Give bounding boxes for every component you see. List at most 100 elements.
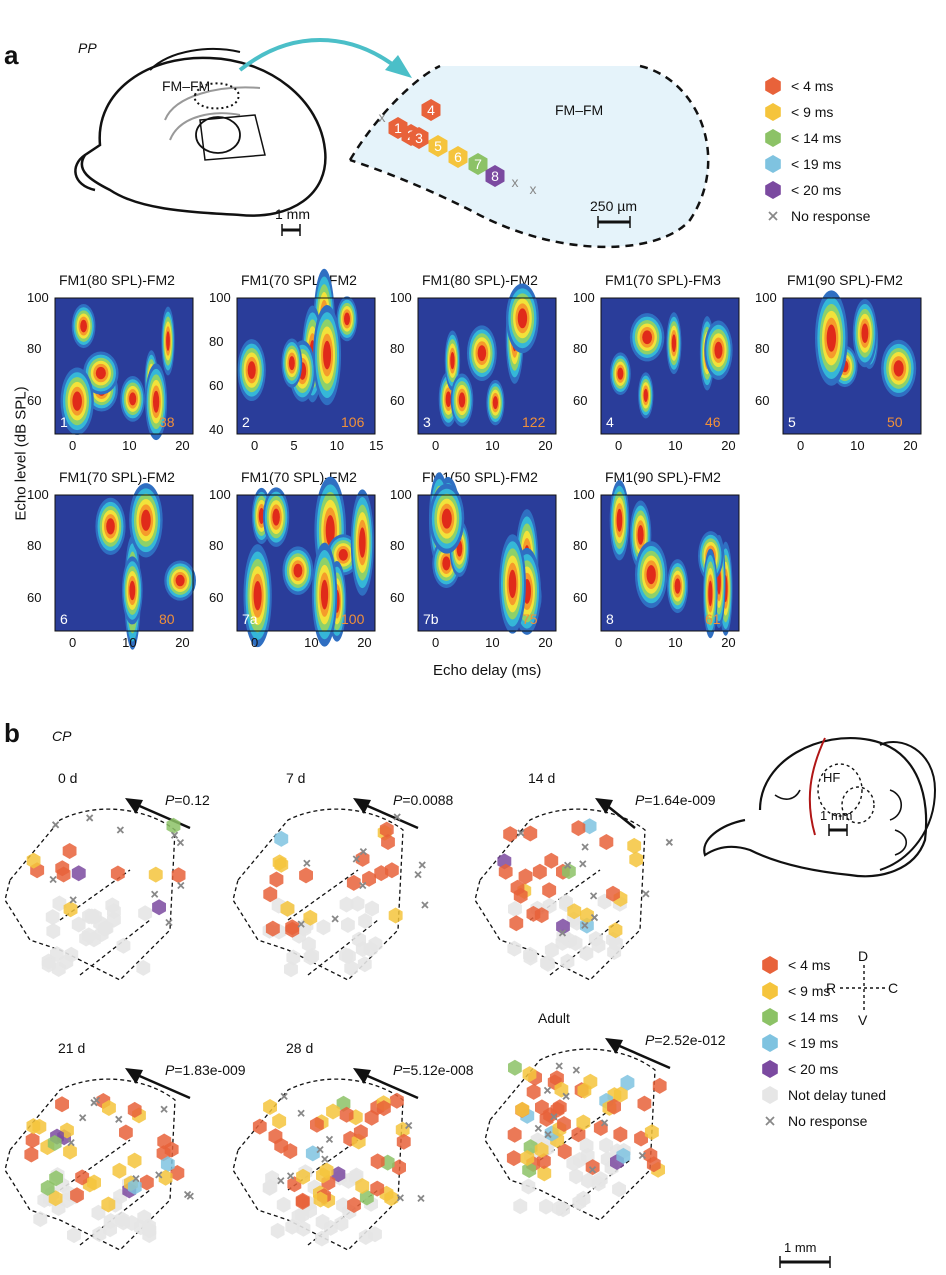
untuned-hexagon — [544, 942, 559, 959]
no-response-mark — [160, 1105, 168, 1113]
hexagon-icon — [765, 103, 781, 121]
heatmap-frame — [236, 297, 376, 435]
no-response-mark — [51, 821, 60, 829]
x-tick-label: 20 — [175, 635, 190, 650]
map-id: 3 — [423, 414, 431, 430]
tuned-hexagon — [523, 825, 538, 842]
untuned-hexagon — [581, 1172, 595, 1189]
tuned-hexagon — [577, 1082, 592, 1099]
tuned-hexagon — [379, 821, 394, 838]
spike-count: 100 — [341, 611, 365, 627]
map-id: 8 — [606, 611, 614, 627]
legend-label: < 14 ms — [791, 130, 842, 146]
heatmap-contour — [72, 391, 82, 411]
topographic-map — [232, 1068, 425, 1251]
p-value: P=2.52e-012 — [645, 1032, 726, 1048]
legend-item: < 4 ms — [763, 76, 833, 96]
x-tick-label: 10 — [668, 438, 683, 453]
site-hexagon — [409, 127, 429, 149]
hf-label: HF — [823, 770, 841, 785]
legend-hexagon — [765, 103, 781, 121]
compass-rostral: R — [826, 980, 837, 996]
spike-count: 122 — [522, 414, 546, 430]
hexagon-icon — [762, 1060, 778, 1078]
no-response-mark — [69, 896, 77, 904]
heatmap-frame — [417, 297, 557, 435]
x-tick-label: 0 — [797, 438, 805, 453]
tuned-hexagon — [503, 826, 518, 843]
no-response-mark — [176, 838, 185, 847]
no-response-mark — [286, 1172, 295, 1180]
x-tick-label: 10 — [668, 635, 683, 650]
y-tick-label: 60 — [209, 589, 224, 605]
brain-scale-label: 1 mm — [275, 206, 310, 222]
p-symbol: P — [635, 792, 645, 808]
untuned-hexagon — [138, 905, 153, 922]
panel-a-condition: PP — [78, 40, 97, 56]
tuned-hexagon — [395, 1121, 410, 1138]
x-tick-label: 0 — [615, 438, 623, 453]
no-response-mark — [277, 1177, 285, 1185]
tuned-hexagon — [112, 1162, 127, 1179]
tuned-hexagon — [316, 1167, 330, 1184]
heatmap-contour — [320, 579, 329, 610]
p-number: =1.83e-009 — [174, 1062, 246, 1078]
tuned-hexagon — [506, 1150, 521, 1167]
tuned-hexagon — [613, 1126, 628, 1143]
tuned-hexagon — [353, 1124, 368, 1141]
tuned-hexagon — [71, 865, 86, 882]
no-response-mark — [421, 901, 429, 909]
heatmap-contour — [247, 361, 256, 379]
tuned-hexagon — [608, 922, 623, 939]
legend-hexagon — [765, 155, 781, 173]
x-tick-label: 0 — [432, 635, 440, 650]
tuned-hexagon — [355, 1178, 370, 1194]
tuned-hexagon — [102, 1100, 116, 1116]
age-label: Adult — [538, 1010, 570, 1026]
no-response-mark — [638, 1151, 646, 1160]
heatmap-contour — [826, 324, 837, 352]
site-label: 5 — [434, 138, 442, 154]
heatmap-contour — [477, 345, 487, 362]
panel-b-letter: b — [4, 718, 20, 748]
tuned-hexagon — [272, 1113, 287, 1130]
map-title: FM1(90 SPL)-FM2 — [787, 272, 903, 288]
age-label: 14 d — [528, 770, 556, 786]
map-title: FM1(90 SPL)-FM2 — [605, 469, 721, 485]
untuned-hexagon — [99, 920, 114, 937]
heatmap-contour — [359, 527, 366, 558]
tuned-hexagon — [552, 1099, 567, 1116]
untuned-hexagon — [103, 1213, 118, 1229]
no-response-mark — [331, 915, 339, 923]
tuned-hexagon — [274, 856, 289, 873]
zoom-scale-label: 250 µm — [590, 198, 637, 214]
legend-item: < 19 ms — [760, 1033, 838, 1053]
hexagon-icon — [765, 129, 781, 147]
no-response-mark — [297, 1109, 305, 1117]
no-response-mark — [405, 1121, 413, 1130]
heatmap-contour — [674, 578, 681, 594]
tuned-hexagon — [629, 851, 644, 868]
no-response-mark — [642, 890, 650, 898]
tuned-hexagon — [313, 1191, 328, 1208]
legend-item: Not delay tuned — [760, 1085, 886, 1105]
legend-label: < 20 ms — [788, 1061, 839, 1077]
heatmap-frame — [600, 297, 740, 435]
tuned-hexagon — [376, 1100, 391, 1117]
untuned-hexagon — [334, 1215, 349, 1232]
p-value: P=0.0088 — [393, 792, 453, 808]
legend-hexagon — [765, 181, 781, 199]
y-tick-label: 100 — [390, 487, 412, 502]
untuned-hexagon — [59, 953, 74, 970]
legend-hexagon — [762, 1060, 778, 1078]
heatmap-frame — [600, 494, 740, 632]
untuned-hexagon — [541, 955, 555, 972]
tuned-hexagon — [606, 885, 620, 902]
spike-count: 38 — [159, 414, 175, 430]
tuned-hexagon — [532, 863, 547, 880]
p-value: P=5.12e-008 — [393, 1062, 474, 1078]
no-response-mark — [589, 892, 598, 900]
x-axis-label: Echo delay (ms) — [433, 662, 542, 679]
heatmap-contour — [445, 391, 452, 408]
